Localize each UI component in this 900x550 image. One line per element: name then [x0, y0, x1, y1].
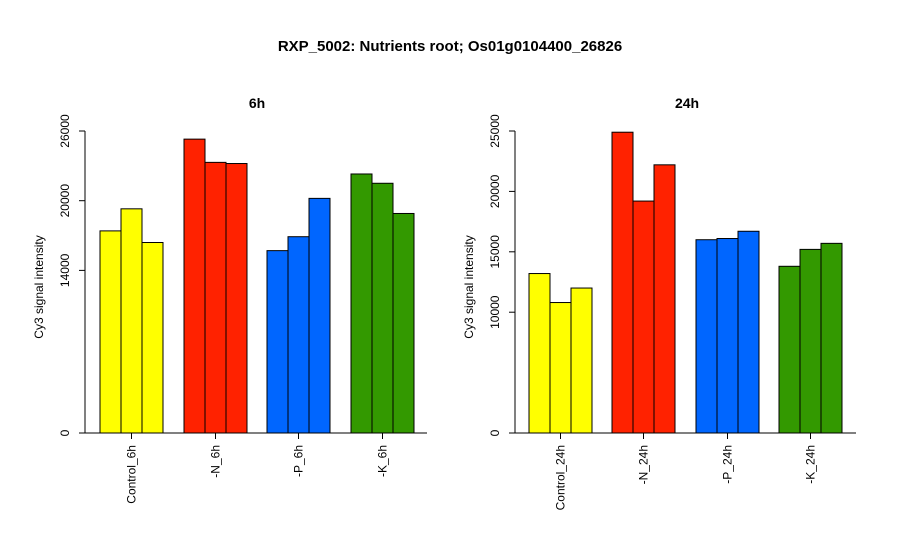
y-tick-label-6h: 14000 [58, 253, 72, 287]
y-tick-label-6h: 26000 [58, 114, 72, 148]
y-tick-label-24h: 0 [488, 429, 502, 436]
y-tick-label-24h: 20000 [488, 174, 502, 208]
bar-k-24h-3 [820, 242, 843, 434]
bar-control-6h-1 [99, 230, 122, 434]
x-tick-label-24h: -P_24h [721, 445, 735, 484]
bar-n-24h-1 [611, 131, 634, 434]
y-tick-label-6h: 0 [58, 429, 72, 436]
x-tick-label-6h: -K_6h [376, 445, 390, 477]
x-tick-label-24h: -K_24h [804, 445, 818, 484]
bar-control-24h-1 [528, 273, 551, 434]
y-tick-label-24h: 15000 [488, 235, 502, 269]
bar-p-24h-3 [737, 230, 760, 434]
bar-k-6h-1 [350, 173, 373, 434]
bar-n-6h-2 [204, 161, 227, 434]
bar-control-6h-2 [120, 208, 143, 434]
bar-k-6h-2 [371, 182, 394, 434]
bar-p-6h-3 [308, 197, 331, 434]
y-tick-label-24h: 10000 [488, 295, 502, 329]
x-tick-label-24h: -N_24h [637, 445, 651, 484]
bar-p-24h-2 [716, 238, 739, 434]
main-title: RXP_5002: Nutrients root; Os01g0104400_2… [277, 38, 623, 55]
bar-k-6h-3 [392, 212, 415, 434]
bar-control-6h-3 [141, 242, 164, 434]
bar-n-24h-2 [632, 200, 655, 434]
bar-n-6h-3 [225, 163, 248, 434]
panel-title-6h: 6h [249, 95, 265, 111]
y-tick-label-6h: 20000 [58, 184, 72, 218]
x-tick-label-6h: -P_6h [292, 445, 306, 477]
bar-k-24h-2 [799, 248, 822, 434]
chart-panel-24h: 24h 0 10000 15000 20000 25000 Cy3 signal inten… [462, 95, 856, 510]
bar-n-24h-3 [653, 164, 676, 434]
bar-p-6h-1 [266, 250, 289, 434]
x-tick-label-6h: Control_6h [125, 445, 139, 504]
bar-p-6h-2 [287, 236, 310, 434]
bar-control-24h-2 [549, 302, 572, 434]
bar-control-24h-3 [570, 287, 593, 434]
y-tick-label-24h: 25000 [488, 114, 502, 148]
bar-n-6h-1 [183, 138, 206, 434]
chart-panel-6h: 6h 0 14000 20000 26000 Cy3 signal intensity Co… [32, 95, 427, 504]
x-tick-label-24h: Control_24h [554, 445, 568, 510]
y-axis-label-6h: Cy3 signal intensity [32, 235, 46, 338]
bar-p-24h-1 [695, 239, 718, 434]
y-axis-label-24h: Cy3 signal intensity [462, 235, 476, 338]
panel-title-24h: 24h [675, 95, 699, 111]
bar-k-24h-1 [778, 265, 801, 434]
x-tick-label-6h: -N_6h [209, 445, 223, 478]
